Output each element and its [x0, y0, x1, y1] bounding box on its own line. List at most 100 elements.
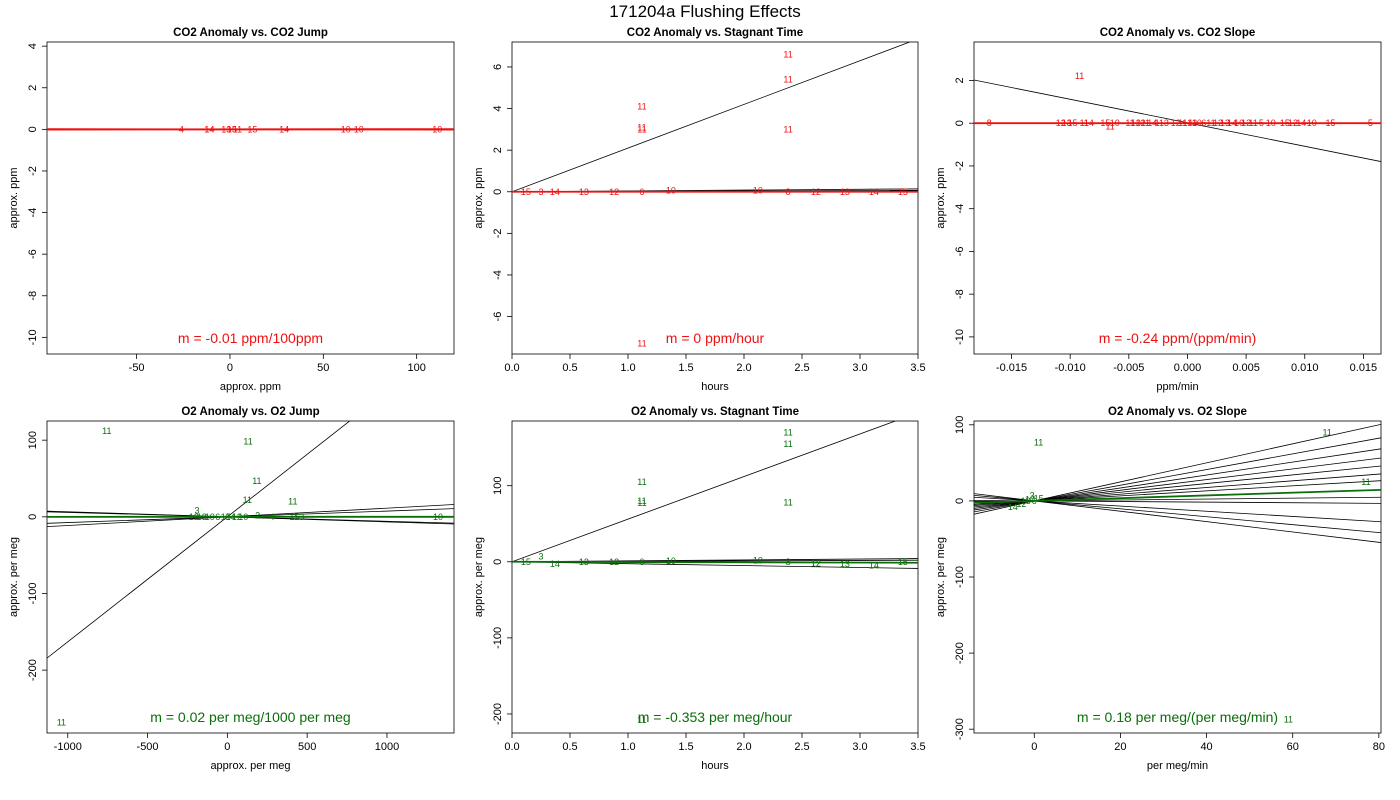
chart-panel: O2 Anomaly vs. Stagnant Time 0.0 0.5 1.0 1.5…	[473, 406, 926, 772]
x-axis-label: ppm/min	[1156, 381, 1198, 393]
y-tick-label: -100	[27, 582, 39, 604]
x-tick-label: 0.010	[1291, 362, 1319, 374]
y-tick-label: 100	[492, 477, 504, 495]
y-tick-label: -6	[954, 247, 966, 257]
data-point: 13	[840, 187, 850, 197]
y-tick-label: 0	[954, 498, 966, 504]
data-point: 11	[783, 427, 792, 437]
data-point: 11	[1034, 437, 1043, 447]
data-point: 14	[869, 187, 879, 197]
data-point: 13	[1187, 118, 1197, 128]
data-point: 15	[227, 124, 237, 134]
data-point: 12	[609, 557, 619, 567]
data-point: 13	[840, 559, 850, 569]
x-tick-label: -500	[137, 741, 159, 753]
data-point: 15	[898, 187, 908, 197]
x-tick-label: 3.0	[852, 741, 867, 753]
data-point: 11	[1206, 118, 1215, 128]
x-tick-label: -0.010	[1055, 362, 1086, 374]
chart-title: CO2 Anomaly vs. CO2 Jump	[173, 27, 328, 39]
data-point: 14	[279, 124, 289, 134]
y-tick-label: 4	[492, 105, 504, 111]
data-point: 15	[1100, 118, 1110, 128]
data-point: 2	[255, 510, 260, 520]
x-tick-label: 3.5	[910, 741, 925, 753]
data-point: 11	[243, 437, 252, 447]
data-point: 15	[521, 557, 531, 567]
y-tick-label: 0	[27, 126, 39, 132]
chart-panel: O2 Anomaly vs. O2 Jump-1000 -500 0 500 1000-…	[8, 406, 455, 772]
data-point: 10	[753, 186, 763, 196]
data-point: 6	[1201, 118, 1206, 128]
slope-annotation: m = 0.18 per meg/(per meg/min)	[1077, 709, 1278, 725]
y-axis-label: approx. ppm	[8, 167, 20, 228]
x-tick-label: 2.0	[736, 741, 751, 753]
x-axis-label: per meg/min	[1147, 760, 1208, 772]
x-tick-label: 20	[1114, 741, 1126, 753]
data-point: 13	[1021, 496, 1031, 506]
data-point: 10	[1110, 118, 1120, 128]
y-tick-label: -8	[954, 289, 966, 299]
y-tick-label: -10	[954, 329, 966, 345]
data-point: 3	[1030, 491, 1035, 501]
data-point: 15	[1280, 118, 1290, 128]
chart-title: CO2 Anomaly vs. Stagnant Time	[627, 27, 803, 39]
y-tick-label: -100	[954, 566, 966, 588]
data-point: 15	[289, 512, 299, 522]
data-point: 11	[288, 496, 297, 506]
data-point: 11	[637, 477, 646, 487]
slope-annotation: m = -0.24 ppm/(ppm/min)	[1099, 330, 1257, 346]
data-point: 14	[1084, 118, 1094, 128]
data-point: 10	[205, 512, 215, 522]
data-point: 12	[1056, 118, 1066, 128]
data-point: 11	[1322, 427, 1331, 437]
fit-line	[974, 79, 1381, 162]
plot-frame	[511, 420, 919, 734]
data-point: 15	[898, 557, 908, 567]
x-tick-label: 100	[407, 362, 425, 374]
x-tick-label: 50	[317, 362, 329, 374]
fit-line	[47, 504, 454, 528]
slope-annotation: m = -0.01 ppm/100ppm	[178, 330, 323, 346]
chart-panel: CO2 Anomaly vs. CO2 Jump-50 0 50 100-10-8-6…	[8, 27, 455, 393]
data-point: 6	[639, 557, 644, 567]
data-point: 14	[869, 561, 879, 571]
slope-annotation: m = 0 ppm/hour	[666, 330, 765, 346]
x-tick-label: -1000	[54, 741, 82, 753]
x-tick-label: 0.0	[504, 362, 519, 374]
data-point: 11	[637, 339, 646, 349]
data-point: 11	[637, 124, 646, 134]
data-point: 15	[247, 124, 257, 134]
data-point: 8	[987, 118, 992, 128]
data-point: 14	[1296, 118, 1306, 128]
y-tick-label: -6	[27, 249, 39, 259]
data-point: 14	[1008, 502, 1018, 512]
x-tick-label: 0	[227, 362, 233, 374]
x-tick-label: 0.005	[1232, 362, 1260, 374]
data-point: 6	[1032, 496, 1037, 506]
data-point: 11	[637, 496, 646, 506]
data-point: 11	[1125, 118, 1134, 128]
data-point: 14	[550, 559, 560, 569]
data-point: 11	[1178, 118, 1187, 128]
data-point: 11	[233, 124, 242, 134]
y-tick-label: 100	[954, 416, 966, 434]
fit-line	[974, 493, 1381, 543]
mean-fit-line	[512, 560, 918, 564]
chart-title: O2 Anomaly vs. Stagnant Time	[631, 406, 799, 418]
y-tick-label: -4	[492, 270, 504, 280]
data-point: 10	[354, 124, 364, 134]
data-point: 10	[666, 186, 676, 196]
data-point: 5	[1368, 118, 1373, 128]
y-tick-label: -8	[27, 291, 39, 301]
x-tick-label: 60	[1287, 741, 1299, 753]
x-tick-label: 3.5	[910, 362, 925, 374]
data-point: 6	[215, 512, 220, 522]
fit-line	[47, 421, 351, 659]
data-point: 15	[1326, 118, 1336, 128]
y-tick-label: -10	[27, 329, 39, 345]
data-point: 11	[637, 122, 646, 132]
